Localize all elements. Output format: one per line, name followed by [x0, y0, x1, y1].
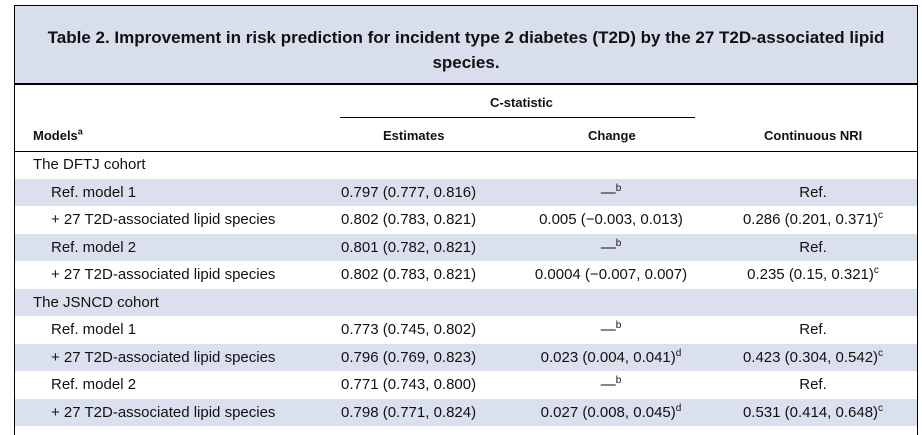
table-row: Ref. model 1 0.773 (0.745, 0.802) —b Ref.: [15, 316, 917, 343]
model-name: + 27 T2D-associated lipid species: [51, 211, 276, 228]
table-title-box: Table 2. Improvement in risk prediction …: [15, 6, 917, 85]
nri-value: Ref.: [727, 316, 899, 343]
nri-value-value: Ref.: [799, 321, 827, 338]
change-value: 0.027 (0.008, 0.045)d: [528, 399, 694, 426]
change-value-footnote: b: [615, 320, 622, 331]
header-models-footnote: a: [77, 126, 83, 137]
nri-value-footnote: c: [873, 265, 879, 276]
nri-value: 0.423 (0.304, 0.542)c: [727, 344, 899, 371]
nri-value-value: 0.286 (0.201, 0.371): [742, 211, 879, 228]
section-label: The DFTJ cohort: [33, 156, 146, 173]
nri-value-value: Ref.: [799, 183, 827, 201]
header-continuous-nri: Continuous NRI: [764, 128, 863, 143]
nri-value-value: Ref.: [799, 376, 827, 393]
nri-value: 0.531 (0.414, 0.648)c: [727, 399, 899, 426]
header-models: Modelsa: [33, 126, 83, 143]
header-models-label: Models: [33, 128, 78, 143]
change-value-value: 0.005 (−0.003, 0.013): [539, 211, 683, 228]
change-value-footnote: d: [675, 347, 682, 359]
header-c-statistic: C-statistic: [490, 95, 553, 110]
header-change: Change: [588, 128, 636, 143]
model-name: Ref. model 1: [51, 183, 137, 201]
change-value-value: —: [600, 183, 616, 201]
table-row: Ref. model 1 0.797 (0.777, 0.816) —b Ref.: [15, 178, 917, 206]
change-value-footnote: b: [615, 375, 622, 386]
nri-value: 0.286 (0.201, 0.371)c: [727, 206, 899, 233]
nri-value-value: Ref.: [799, 238, 827, 256]
model-name: + 27 T2D-associated lipid species: [51, 266, 276, 283]
change-value: —b: [528, 316, 694, 343]
estimate-value: 0.801 (0.782, 0.821): [341, 238, 477, 256]
estimate-value: 0.773 (0.745, 0.802): [341, 321, 477, 338]
change-value-value: 0.0004 (−0.007, 0.007): [534, 266, 688, 283]
estimate-value: 0.771 (0.743, 0.800): [341, 376, 477, 393]
table-row: + 27 T2D-associated lipid species 0.796 (…: [15, 343, 917, 371]
table-row: Ref. model 2 0.801 (0.782, 0.821) —b Ref.: [15, 233, 917, 261]
change-value-footnote: b: [615, 237, 622, 249]
estimate-value: 0.797 (0.777, 0.816): [341, 183, 477, 201]
table-row: + 27 T2D-associated lipid species 0.802 (…: [15, 206, 917, 233]
table-row: Ref. model 2 0.771 (0.743, 0.800) —b Ref.: [15, 371, 917, 398]
change-value-value: 0.023 (0.004, 0.041): [540, 348, 676, 366]
nri-value-value: 0.423 (0.304, 0.542): [742, 348, 879, 366]
table-title-line-1: Table 2. Improvement in risk prediction …: [47, 28, 885, 47]
change-value-value: —: [600, 376, 616, 393]
table-row: + 27 T2D-associated lipid species 0.802 (…: [15, 261, 917, 288]
table-title: Table 2. Improvement in risk prediction …: [15, 25, 917, 75]
nri-value: 0.235 (0.15, 0.321)c: [727, 261, 899, 288]
nri-value-value: 0.235 (0.15, 0.321): [747, 266, 874, 283]
model-name: Ref. model 2: [51, 376, 137, 393]
estimate-value: 0.796 (0.769, 0.823): [341, 348, 477, 366]
nri-value-footnote: c: [878, 402, 884, 414]
change-value: 0.023 (0.004, 0.041)d: [528, 344, 694, 371]
nri-value-value: 0.531 (0.414, 0.648): [742, 403, 879, 421]
nri-value: Ref.: [727, 179, 899, 206]
header-rule: [15, 151, 917, 152]
change-value-value: 0.027 (0.008, 0.045): [540, 403, 676, 421]
estimate-value: 0.802 (0.783, 0.821): [341, 211, 477, 228]
change-value: —b: [528, 234, 694, 261]
model-name: Ref. model 1: [51, 321, 137, 338]
section-label: The JSNCD cohort: [33, 293, 159, 311]
change-value-footnote: d: [675, 402, 682, 414]
change-value-value: —: [600, 321, 616, 338]
change-value: 0.005 (−0.003, 0.013): [528, 206, 694, 233]
change-value-value: —: [600, 238, 616, 256]
section-row: The DFTJ cohort: [15, 151, 917, 178]
estimate-value: 0.802 (0.783, 0.821): [341, 266, 477, 283]
model-name: Ref. model 2: [51, 238, 137, 256]
nri-value: Ref.: [727, 371, 899, 398]
change-value: —b: [528, 179, 694, 206]
nri-value-footnote: c: [878, 210, 884, 221]
model-name: + 27 T2D-associated lipid species: [51, 348, 276, 366]
section-row: The JSNCD cohort: [15, 288, 917, 316]
table-frame: Table 2. Improvement in risk prediction …: [14, 5, 918, 435]
nri-value-footnote: c: [878, 347, 884, 359]
model-name: + 27 T2D-associated lipid species: [51, 403, 276, 421]
change-value-footnote: b: [615, 182, 622, 194]
change-value: —b: [528, 371, 694, 398]
estimate-value: 0.798 (0.771, 0.824): [341, 403, 477, 421]
change-value: 0.0004 (−0.007, 0.007): [528, 261, 694, 288]
c-statistic-rule: [340, 117, 695, 118]
table-row: + 27 T2D-associated lipid species 0.798 (…: [15, 398, 917, 426]
header-estimates: Estimates: [383, 128, 445, 143]
nri-value: Ref.: [727, 234, 899, 261]
table-title-line-2: species.: [432, 53, 500, 72]
